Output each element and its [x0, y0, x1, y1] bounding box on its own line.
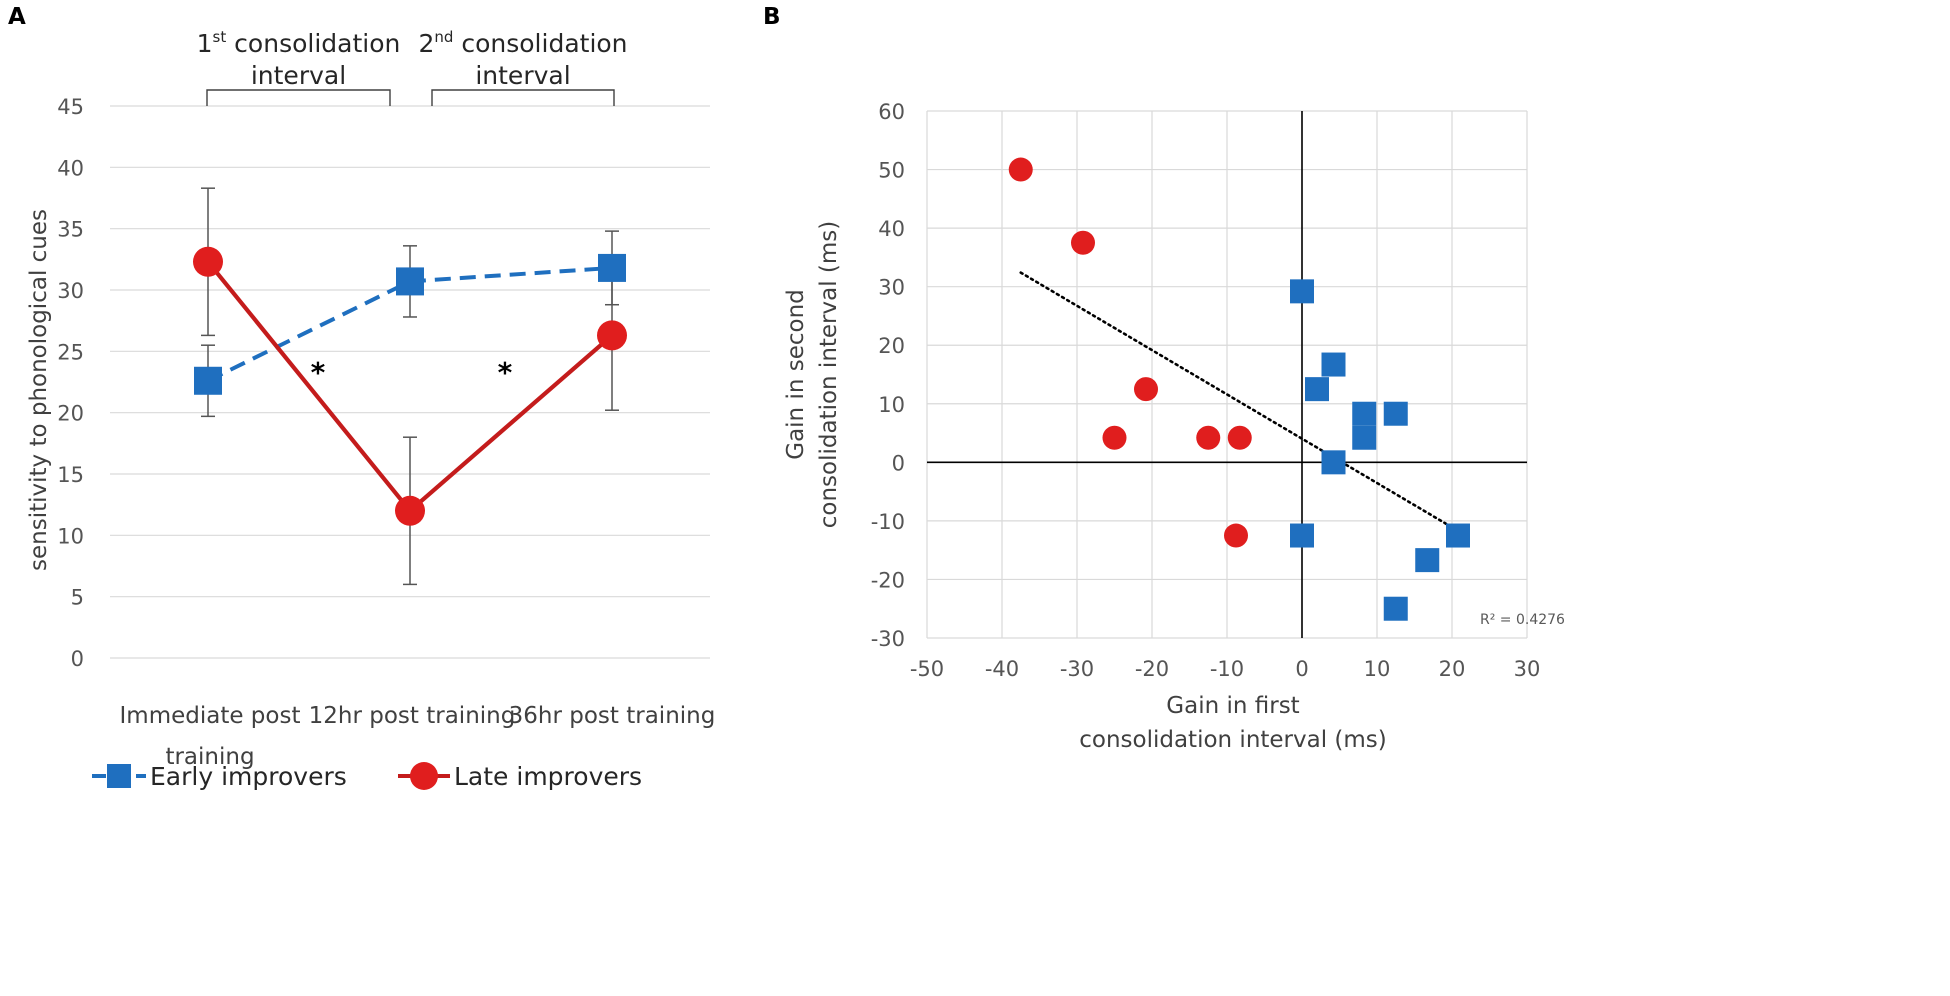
scatter-point-late — [1224, 523, 1248, 548]
scatter-point-early — [1383, 596, 1408, 621]
scatter-point-early — [1321, 450, 1346, 475]
x-tick-label: -50 — [910, 657, 944, 681]
r-squared-label: R² = 0.4276 — [1480, 612, 1565, 628]
scatter-point-late — [1227, 425, 1252, 450]
y-tick-label: 5 — [71, 586, 84, 610]
scatter-point-early — [1415, 548, 1440, 573]
data-point-late — [395, 495, 425, 526]
x-tick-label: 10 — [1364, 657, 1391, 681]
y-tick-label: 20 — [878, 334, 905, 358]
significance-asterisk: * — [311, 356, 326, 389]
x-tick-label: -20 — [1135, 657, 1169, 681]
y-tick-label: -10 — [871, 510, 905, 534]
bracket-line — [206, 89, 391, 106]
y-tick-label: 0 — [892, 451, 905, 475]
y-tick-label: -30 — [871, 627, 905, 651]
y-tick-label: 35 — [57, 218, 84, 242]
scatter-point-early — [1352, 425, 1377, 450]
legend-a: Early improvers Late improvers — [92, 762, 642, 791]
panel-a: A 0 5 10 15 20 25 30 35 40 45 sensitivity to phon… — [8, 4, 715, 791]
x-category-label: 36hr post training — [509, 703, 716, 729]
scatter-point-early — [1305, 377, 1329, 402]
y-tick-label: 15 — [57, 463, 84, 487]
scatter-point-late — [1196, 425, 1221, 450]
trendline — [1019, 271, 1460, 533]
data-point-late — [597, 320, 627, 351]
scatter-point-early — [1446, 523, 1470, 548]
x-axis-label-line: Gain in first — [1166, 693, 1299, 719]
consolidation-brackets: 1st consolidation interval 2nd consolidati… — [197, 28, 628, 106]
x-tick-label: 20 — [1439, 657, 1466, 681]
scatter-point-late — [1071, 230, 1095, 255]
y-axis-label-a: sensitivity to phonological cues — [26, 209, 52, 571]
x-tick-label: -30 — [1060, 657, 1094, 681]
trendline-b — [1019, 271, 1460, 533]
scatter-point-late — [1102, 425, 1127, 450]
x-axis-label-line: consolidation interval (ms) — [1079, 727, 1387, 753]
y-tick-label: 25 — [57, 340, 84, 364]
scatter-point-early — [1290, 279, 1314, 304]
y-tick-label: 40 — [57, 156, 84, 180]
data-point-early — [598, 253, 626, 282]
x-tick-label: 0 — [1295, 657, 1308, 681]
y-tick-label: 60 — [878, 100, 905, 124]
significance-asterisk: * — [498, 356, 513, 389]
legend-marker-late — [410, 762, 438, 790]
y-axis-label-line: consolidation interval (ms) — [816, 221, 842, 529]
x-category-label: training — [165, 744, 254, 770]
y-tick-label: 30 — [878, 276, 905, 300]
y-axis-label-line: Gain in second — [783, 289, 809, 460]
bracket-title: 1st consolidation — [197, 28, 401, 58]
zero-axes-b — [927, 111, 1527, 638]
significance-markers: * * — [311, 356, 513, 389]
x-tick-label: 30 — [1514, 657, 1541, 681]
legend-label-early: Early improvers — [150, 762, 347, 791]
panel-label-b: B — [763, 4, 781, 30]
data-point-early — [194, 366, 222, 395]
bracket-subtitle: interval — [475, 61, 570, 90]
scatter-point-early — [1352, 401, 1377, 426]
panel-label-a: A — [8, 4, 26, 30]
x-tick-label: -10 — [1210, 657, 1244, 681]
data-point-early — [396, 267, 424, 296]
scatter-point-early — [1321, 352, 1346, 377]
bracket-title: 2nd consolidation — [418, 28, 627, 58]
x-category-label: Immediate post — [120, 703, 301, 729]
x-category-label: 12hr post training — [309, 703, 516, 729]
legend-label-late: Late improvers — [454, 762, 642, 791]
y-tick-label: 10 — [878, 393, 905, 417]
scatter-point-late — [1134, 377, 1158, 402]
y-axis-label-b: Gain in second consolidation interval (ms… — [783, 221, 842, 529]
y-ticks-a: 0 5 10 15 20 25 30 35 40 45 — [57, 95, 84, 671]
bracket-subtitle: interval — [251, 61, 346, 90]
y-tick-label: -20 — [871, 568, 905, 592]
x-categories-a: Immediate post training 12hr post training… — [120, 703, 716, 770]
x-tick-label: -40 — [985, 657, 1019, 681]
y-tick-label: 20 — [57, 402, 84, 426]
data-point-late — [193, 246, 223, 277]
y-tick-label: 40 — [878, 217, 905, 241]
panel-b: B -50 -40 -30 -20 -10 0 10 20 30 -30 -20 -10 0 10 20 3… — [763, 4, 1565, 753]
y-tick-label: 30 — [57, 279, 84, 303]
bracket-line — [431, 89, 615, 106]
y-ticks-b: -30 -20 -10 0 10 20 30 40 50 60 — [871, 100, 905, 651]
scatter-point-early — [1290, 523, 1314, 548]
grid-a — [110, 105, 710, 659]
scatter-point-early — [1383, 401, 1408, 426]
x-ticks-b: -50 -40 -30 -20 -10 0 10 20 30 — [910, 657, 1541, 681]
scatter-point-late — [1008, 157, 1033, 182]
x-axis-label-b: Gain in first consolidation interval (ms) — [1079, 693, 1387, 753]
y-tick-label: 0 — [71, 647, 84, 671]
y-tick-label: 50 — [878, 159, 905, 183]
series-a — [193, 187, 627, 586]
series-b — [1008, 157, 1470, 621]
y-tick-label: 45 — [57, 95, 84, 119]
y-tick-label: 10 — [57, 524, 84, 548]
legend-marker-early — [107, 764, 131, 788]
